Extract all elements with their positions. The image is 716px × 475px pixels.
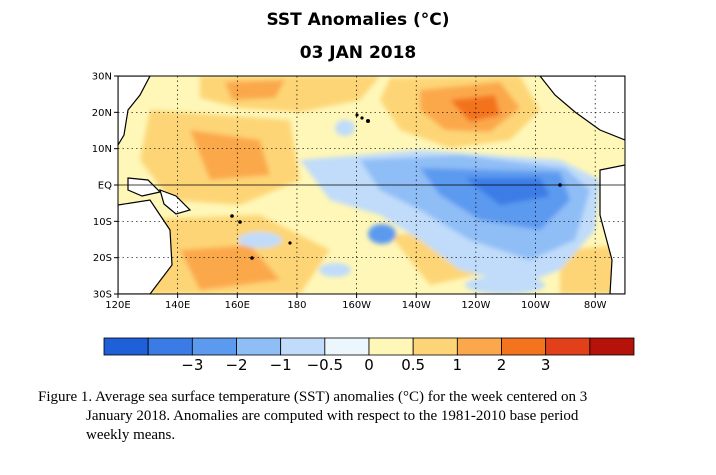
colorbar-swatch	[147, 337, 193, 356]
island-new-caledonia	[250, 256, 254, 260]
warm-anomaly-south-east	[560, 245, 625, 294]
cool-anomaly-patch-4	[465, 276, 545, 294]
colorbar-swatch	[280, 337, 326, 356]
colorbar-label: −1	[270, 356, 292, 374]
lon-tick-label: 140E	[165, 300, 190, 311]
colorbar-swatch	[545, 337, 591, 356]
colorbar-labels: −3 −2 −1 −0.5 0 0.5 1 2 3	[181, 356, 550, 374]
map-date: 03 JAN 2018	[299, 43, 417, 63]
caption-line-3: weekly means.	[86, 427, 176, 443]
lon-tick-label: 160E	[225, 300, 250, 311]
land-masses	[118, 76, 625, 294]
map-grid	[114, 75, 625, 298]
lon-tick-label: 100W	[521, 300, 550, 311]
hot-anomaly-north-east	[450, 95, 500, 122]
colorbar-swatch	[368, 337, 414, 356]
caption-line-1: Figure 1. Average sea surface temperatur…	[38, 389, 588, 405]
map-frame	[117, 75, 626, 295]
longitude-ticks: 120E 140E 160E 180 160W 140W 120W 100W 80W	[105, 300, 606, 311]
island-fiji	[288, 241, 292, 245]
lat-tick-label: 20N	[92, 108, 112, 119]
lat-tick-label: 10N	[92, 144, 112, 155]
colorbar-swatch	[456, 337, 502, 356]
land-asia	[118, 76, 151, 147]
lon-tick-label: 180	[287, 300, 306, 311]
land-borneo	[127, 177, 162, 197]
colorbar	[103, 337, 635, 356]
lon-tick-label: 140W	[402, 300, 431, 311]
lat-tick-label: 30N	[92, 72, 112, 83]
colorbar-swatch	[589, 337, 635, 356]
lat-tick-label: 30S	[93, 290, 112, 301]
latitude-ticks: 30N 20N 10N EQ 10S 20S 30S	[92, 72, 112, 301]
warm-anomaly-core-south-west	[180, 245, 280, 290]
land-south-america	[599, 164, 625, 294]
figure-caption: Figure 1. Average sea surface temperatur…	[38, 388, 678, 445]
cool-anomaly-patch-2	[238, 232, 282, 248]
lon-tick-label: 160W	[342, 300, 371, 311]
colorbar-swatch	[191, 337, 237, 356]
colorbar-swatch	[103, 337, 149, 356]
land-north-america	[539, 76, 625, 141]
caption-line-2: January 2018. Anomalies are computed wit…	[86, 408, 579, 424]
island-solomon-1	[230, 214, 234, 218]
island-hawaii-2	[360, 116, 364, 120]
lat-tick-label: 20S	[93, 253, 112, 264]
lat-tick-label: 10S	[93, 217, 112, 228]
colorbar-label: 0	[364, 356, 374, 374]
colorbar-swatch	[412, 337, 458, 356]
lat-tick-label: EQ	[98, 181, 112, 192]
colorbar-label: 1	[453, 356, 463, 374]
colorbar-label: −2	[225, 356, 247, 374]
map-title: SST Anomalies (°C)	[266, 10, 450, 30]
colorbar-swatch	[236, 337, 282, 356]
land-australia	[118, 199, 173, 294]
colorbar-swatch	[501, 337, 547, 356]
lon-tick-label: 120W	[461, 300, 490, 311]
warm-anomaly-core-west-pacific	[190, 130, 270, 180]
lon-tick-label: 120E	[105, 300, 130, 311]
cool-anomaly-patch-3	[319, 263, 351, 277]
land-new-guinea	[159, 189, 192, 215]
lon-tick-label: 80W	[584, 300, 607, 311]
island-hawaii-1	[355, 113, 359, 117]
colorbar-label: 0.5	[401, 356, 425, 374]
island-hawaii-3	[366, 119, 370, 123]
island-solomon-2	[238, 220, 242, 224]
colorbar-label: −3	[181, 356, 203, 374]
colorbar-label: −0.5	[307, 356, 343, 374]
colorbar-label: 2	[497, 356, 507, 374]
cool-anomaly-patch-5	[335, 120, 355, 136]
colorbar-swatch	[324, 337, 370, 356]
warm-anomaly-core-north-west	[225, 80, 285, 100]
cool-anomaly-patch-1	[368, 224, 396, 244]
colorbar-label: 3	[541, 356, 551, 374]
